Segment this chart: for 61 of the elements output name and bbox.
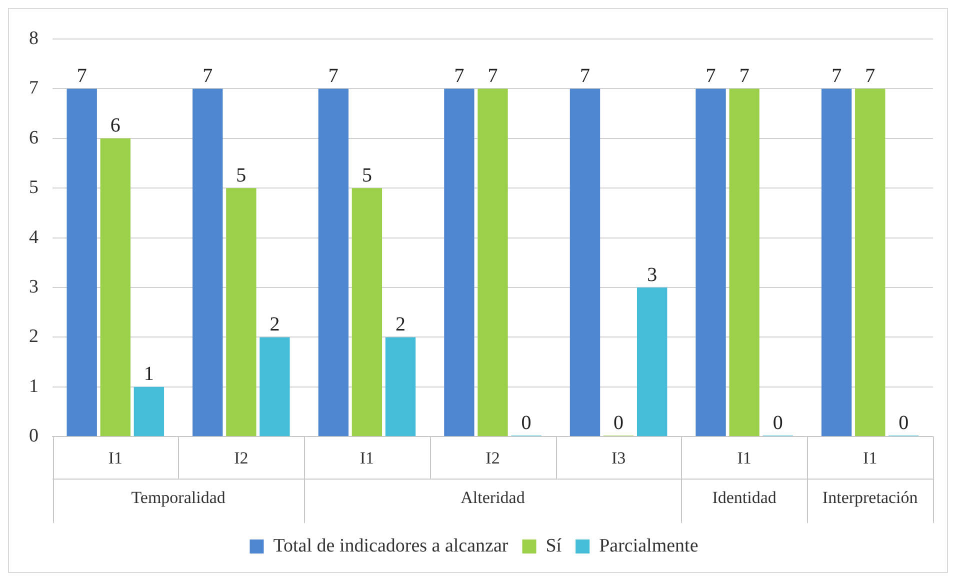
bar	[821, 88, 852, 436]
bar	[66, 88, 97, 436]
text: Interpretación	[822, 488, 918, 508]
data-label: 5	[236, 164, 246, 186]
text: Alteridad	[460, 488, 526, 508]
bar	[226, 188, 256, 436]
data-label: 0	[614, 412, 624, 434]
x-tick-label: I3	[611, 448, 626, 468]
data-label: 7	[832, 64, 842, 87]
y-tick-label: 5	[29, 177, 38, 198]
data-label: 7	[328, 64, 338, 87]
legend-label: Parcialmente	[599, 535, 698, 556]
data-label: 0	[772, 412, 783, 434]
data-label: 2	[270, 313, 280, 336]
text: Temporalidad	[131, 488, 226, 508]
bar	[134, 386, 164, 436]
y-tick-label: 1	[29, 376, 38, 397]
bar	[100, 138, 130, 436]
data-label: 7	[865, 64, 876, 87]
x-tick-label: I1	[737, 448, 752, 468]
data-label: 5	[362, 164, 372, 186]
bar	[352, 188, 382, 436]
data-label: 7	[76, 64, 87, 87]
text: Identidad	[712, 488, 777, 508]
data-label: 0	[521, 412, 532, 434]
y-tick-label: 8	[29, 28, 38, 49]
x-tick-label: I1	[360, 448, 374, 468]
x-tick-label: I2	[486, 448, 500, 468]
data-label: 2	[396, 313, 406, 336]
bar	[570, 88, 600, 436]
data-label: 6	[110, 114, 120, 137]
bar	[696, 88, 726, 436]
bar	[385, 337, 416, 436]
x-tick-label: I1	[863, 448, 878, 468]
data-label: 7	[739, 64, 750, 87]
x-tick-label: I1	[108, 448, 122, 468]
data-label: 7	[454, 64, 464, 87]
y-tick-label: 2	[29, 326, 38, 348]
bar	[192, 88, 223, 436]
x-tick-label: I2	[234, 448, 248, 468]
data-label: 7	[580, 64, 590, 87]
y-tick-label: 7	[29, 78, 38, 99]
y-tick-label: 4	[29, 226, 39, 248]
legend-label: Total de indicadores a alcanzar	[273, 535, 509, 556]
bar	[855, 88, 886, 436]
bar	[478, 88, 508, 436]
data-label: 0	[898, 412, 909, 434]
data-label: 7	[202, 64, 213, 87]
y-tick-label: 0	[29, 426, 38, 447]
bar	[260, 337, 290, 436]
bar	[729, 88, 760, 436]
y-tick-label: 6	[29, 127, 38, 148]
legend-label: Sí	[546, 535, 562, 556]
bar	[318, 88, 349, 436]
data-label: 3	[647, 264, 658, 286]
bar	[444, 88, 474, 436]
data-label: 7	[706, 64, 716, 87]
y-tick-label: 3	[29, 276, 38, 298]
data-label: 1	[144, 363, 154, 386]
bar	[636, 288, 668, 436]
data-label: 7	[488, 64, 498, 87]
